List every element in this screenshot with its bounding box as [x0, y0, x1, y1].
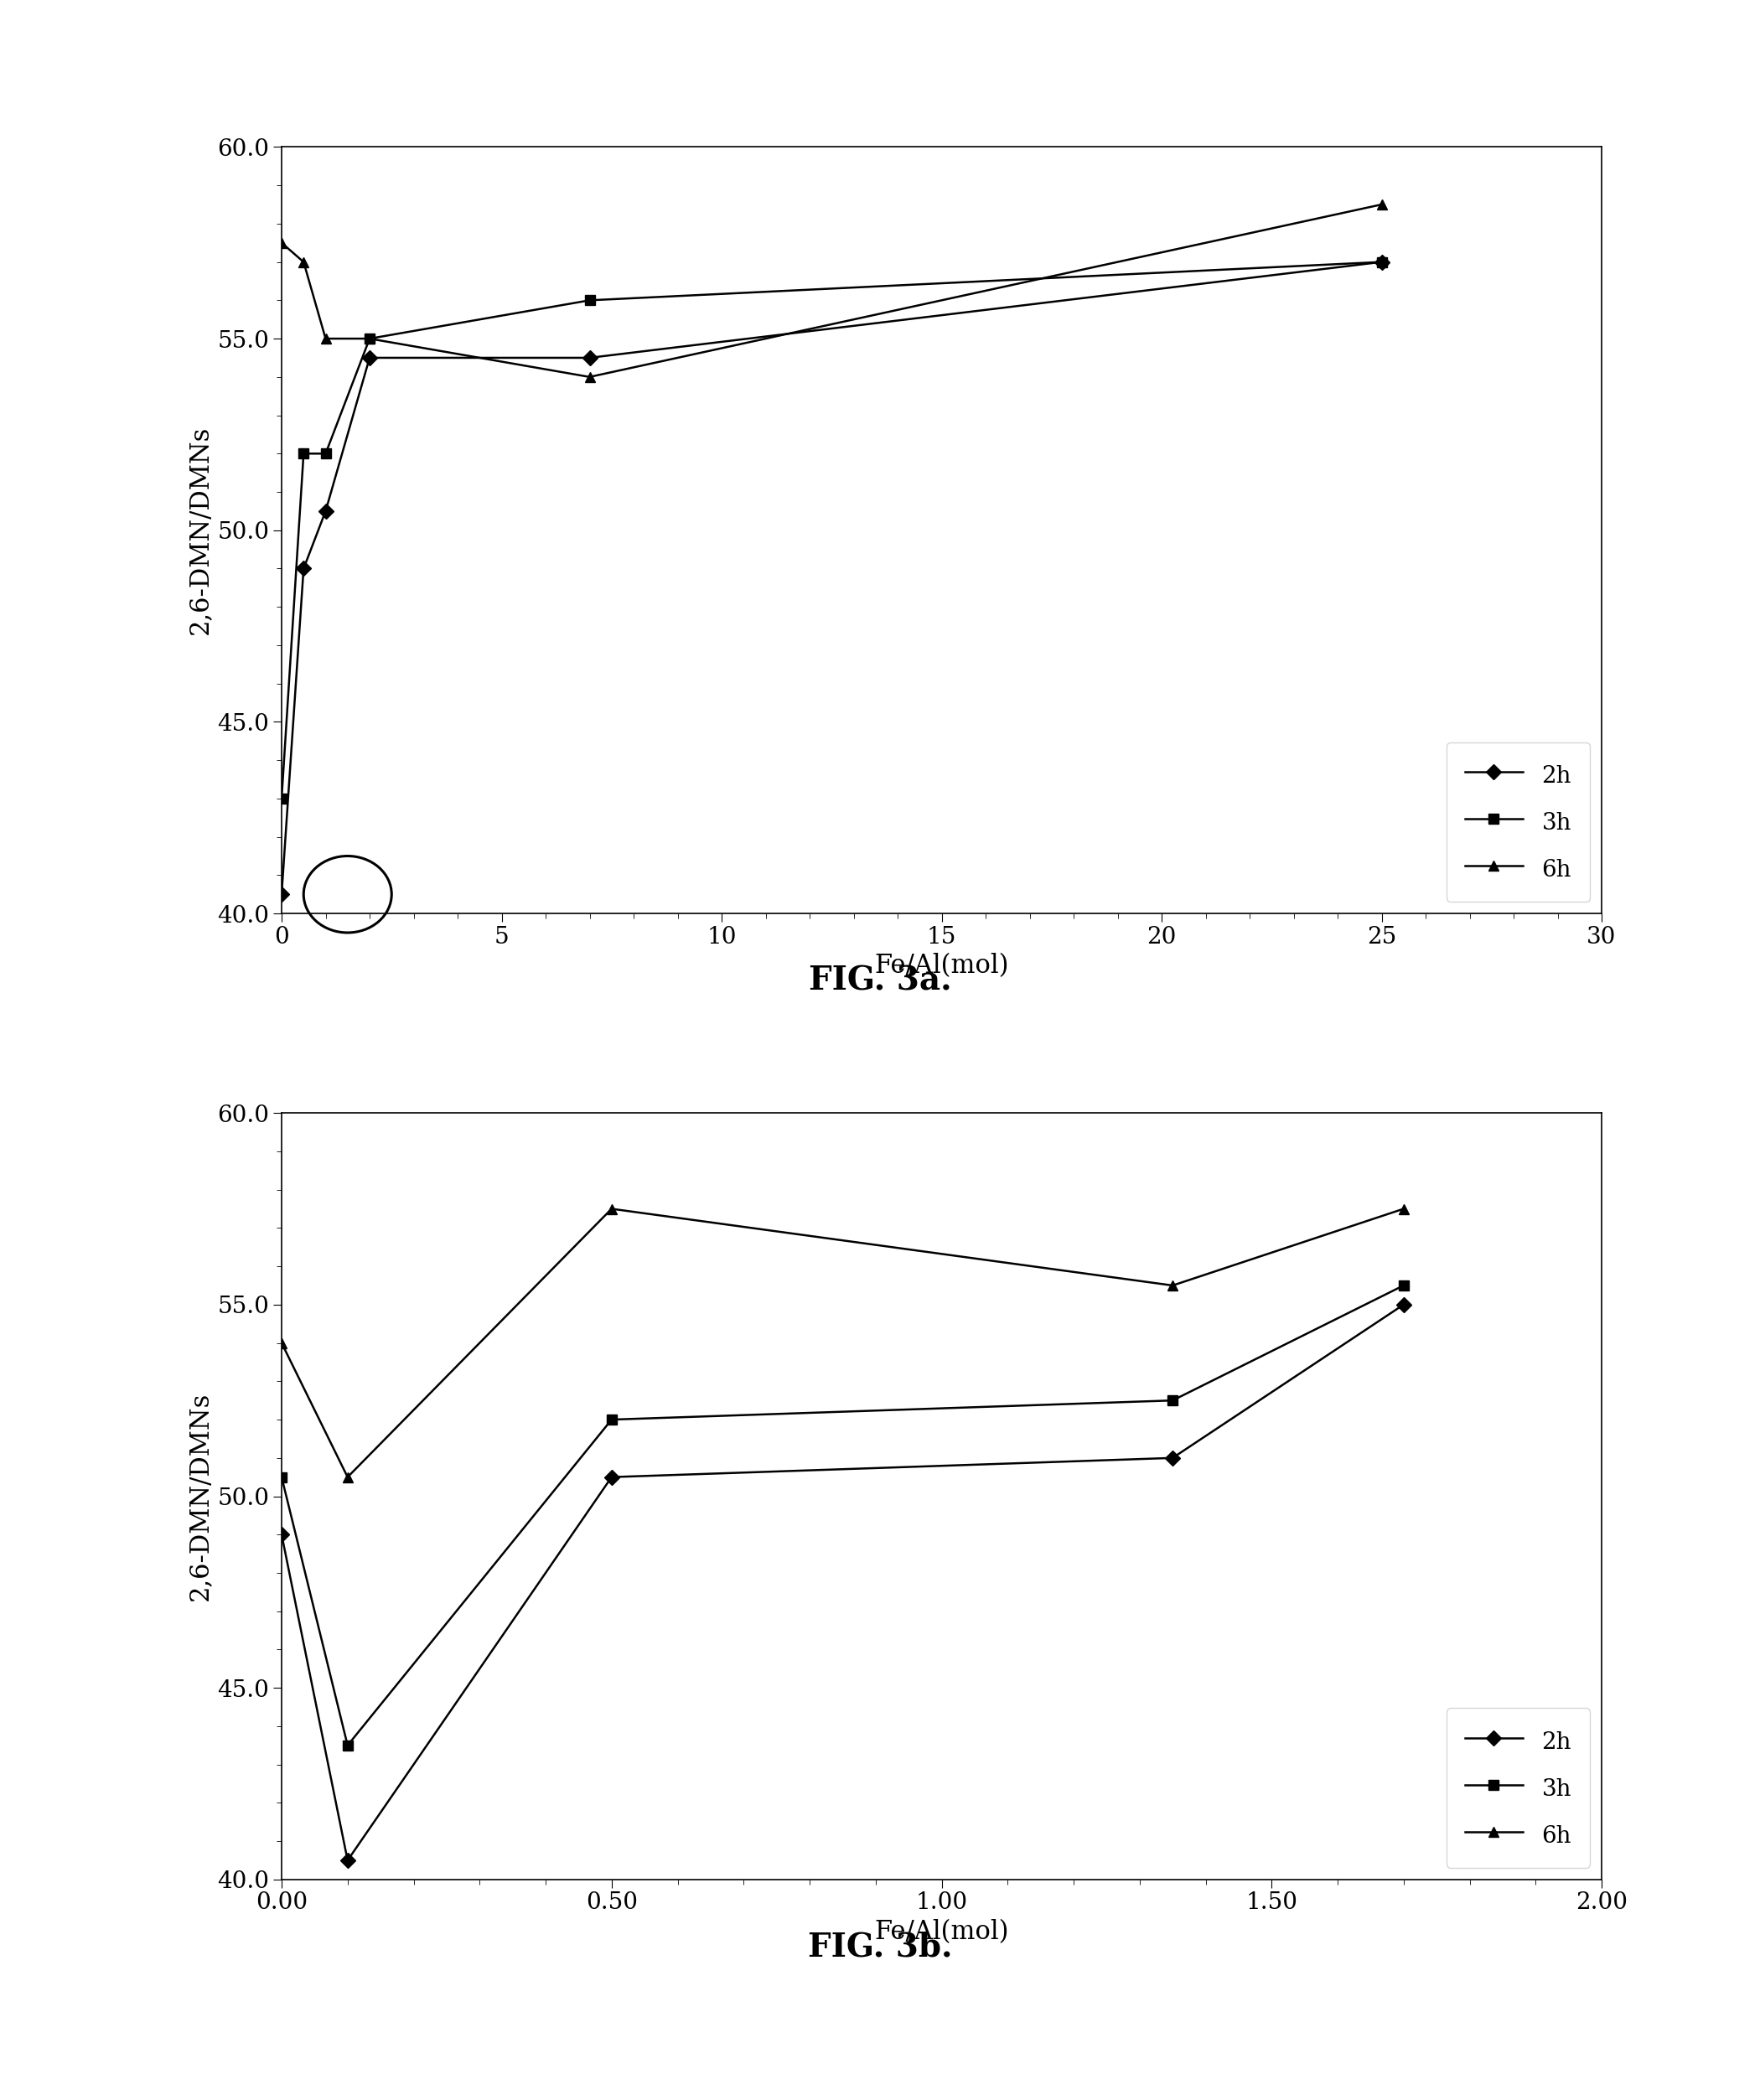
2h [600, 1464, 623, 1489]
2h [338, 1848, 359, 1873]
6h [1162, 1273, 1183, 1298]
2h [579, 344, 600, 370]
X-axis label: Fe/Al(mol): Fe/Al(mol) [875, 1919, 1008, 1945]
Legend: 2h, 3h, 6h: 2h, 3h, 6h [1447, 1707, 1589, 1867]
6h [338, 1464, 359, 1489]
Line: 3h: 3h [276, 1281, 1408, 1751]
2h [359, 344, 380, 370]
X-axis label: Fe/Al(mol): Fe/Al(mol) [875, 953, 1008, 979]
3h [271, 1464, 292, 1489]
3h [315, 441, 336, 466]
3h [292, 441, 313, 466]
Y-axis label: 2,6-DMN/DMNs: 2,6-DMN/DMNs [187, 426, 213, 634]
3h [1371, 250, 1392, 275]
6h [292, 250, 313, 275]
3h [579, 288, 600, 313]
2h [292, 556, 313, 582]
Line: 3h: 3h [276, 256, 1387, 804]
3h [271, 785, 292, 811]
3h [1394, 1273, 1415, 1298]
2h [1394, 1292, 1415, 1317]
Y-axis label: 2,6-DMN/DMNs: 2,6-DMN/DMNs [187, 1392, 213, 1600]
Line: 2h: 2h [276, 1300, 1408, 1865]
2h [315, 498, 336, 523]
Line: 6h: 6h [276, 1203, 1408, 1483]
6h [271, 1331, 292, 1357]
Text: FIG. 3a.: FIG. 3a. [808, 964, 952, 998]
6h [1394, 1197, 1415, 1222]
2h [1371, 250, 1392, 275]
3h [338, 1732, 359, 1758]
6h [600, 1197, 623, 1222]
6h [1371, 191, 1392, 216]
2h [1162, 1445, 1183, 1470]
3h [600, 1407, 623, 1432]
6h [579, 365, 600, 391]
3h [359, 326, 380, 351]
Line: 2h: 2h [276, 256, 1387, 899]
2h [271, 882, 292, 907]
3h [1162, 1388, 1183, 1413]
6h [359, 326, 380, 351]
Legend: 2h, 3h, 6h: 2h, 3h, 6h [1447, 741, 1589, 901]
6h [315, 326, 336, 351]
6h [271, 231, 292, 256]
Line: 6h: 6h [276, 200, 1387, 382]
2h [271, 1522, 292, 1548]
Text: FIG. 3b.: FIG. 3b. [808, 1930, 952, 1964]
